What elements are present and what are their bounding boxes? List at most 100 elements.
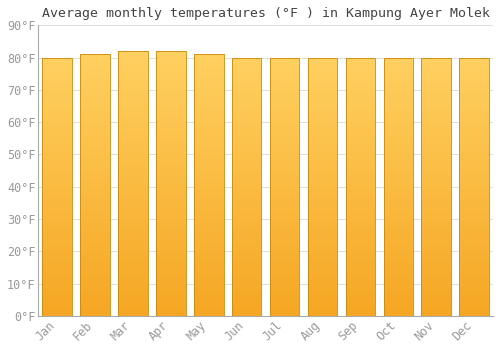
Bar bbox=[460, 184, 489, 187]
Bar bbox=[194, 175, 224, 177]
Bar bbox=[118, 268, 148, 271]
Bar bbox=[194, 70, 224, 73]
Bar bbox=[80, 274, 110, 277]
Bar bbox=[156, 181, 186, 183]
Bar bbox=[384, 197, 413, 200]
Bar bbox=[156, 110, 186, 112]
Bar bbox=[308, 163, 338, 166]
Bar bbox=[346, 285, 375, 288]
Bar bbox=[422, 225, 451, 228]
Bar bbox=[422, 254, 451, 257]
Bar bbox=[270, 280, 300, 282]
Bar bbox=[156, 313, 186, 316]
Bar bbox=[80, 230, 110, 232]
Bar bbox=[42, 86, 72, 89]
Bar bbox=[422, 114, 451, 117]
Bar bbox=[460, 78, 489, 81]
Bar bbox=[460, 311, 489, 313]
Bar bbox=[270, 135, 300, 138]
Bar bbox=[42, 122, 72, 125]
Bar bbox=[460, 148, 489, 150]
Bar bbox=[308, 153, 338, 156]
Bar bbox=[384, 275, 413, 277]
Bar bbox=[308, 303, 338, 306]
Bar bbox=[156, 88, 186, 91]
Bar bbox=[194, 125, 224, 128]
Bar bbox=[156, 247, 186, 250]
Bar bbox=[346, 171, 375, 174]
Bar bbox=[194, 188, 224, 190]
Bar bbox=[80, 261, 110, 264]
Bar bbox=[118, 226, 148, 229]
Bar bbox=[194, 193, 224, 196]
Bar bbox=[460, 83, 489, 86]
Bar bbox=[118, 160, 148, 162]
Bar bbox=[156, 160, 186, 162]
Bar bbox=[460, 257, 489, 259]
Bar bbox=[156, 176, 186, 178]
Bar bbox=[346, 148, 375, 150]
Bar bbox=[384, 163, 413, 166]
Bar bbox=[422, 146, 451, 148]
Bar bbox=[460, 300, 489, 303]
Bar bbox=[270, 205, 300, 208]
Bar bbox=[118, 244, 148, 247]
Bar bbox=[80, 282, 110, 285]
Bar bbox=[270, 161, 300, 163]
Bar bbox=[346, 212, 375, 215]
Bar bbox=[80, 224, 110, 227]
Bar bbox=[232, 73, 262, 76]
Bar bbox=[346, 293, 375, 295]
Bar bbox=[270, 259, 300, 262]
Bar bbox=[118, 287, 148, 289]
Bar bbox=[270, 156, 300, 158]
Bar bbox=[346, 143, 375, 146]
Bar bbox=[156, 220, 186, 223]
Bar bbox=[308, 58, 338, 316]
Bar bbox=[156, 268, 186, 271]
Bar bbox=[42, 223, 72, 225]
Bar bbox=[156, 223, 186, 226]
Bar bbox=[422, 251, 451, 254]
Bar bbox=[80, 214, 110, 217]
Bar bbox=[270, 257, 300, 259]
Bar bbox=[118, 218, 148, 220]
Bar bbox=[232, 244, 262, 246]
Bar bbox=[232, 277, 262, 280]
Bar bbox=[460, 120, 489, 122]
Bar bbox=[156, 141, 186, 144]
Bar bbox=[346, 86, 375, 89]
Bar bbox=[42, 58, 72, 60]
Bar bbox=[118, 112, 148, 115]
Bar bbox=[308, 60, 338, 63]
Bar bbox=[346, 153, 375, 156]
Bar bbox=[422, 89, 451, 91]
Bar bbox=[422, 179, 451, 182]
Bar bbox=[384, 233, 413, 236]
Bar bbox=[232, 171, 262, 174]
Bar bbox=[156, 274, 186, 276]
Bar bbox=[308, 225, 338, 228]
Bar bbox=[346, 122, 375, 125]
Bar bbox=[384, 161, 413, 163]
Bar bbox=[232, 182, 262, 184]
Bar bbox=[156, 168, 186, 170]
Bar bbox=[346, 76, 375, 78]
Bar bbox=[270, 225, 300, 228]
Bar bbox=[156, 173, 186, 176]
Bar bbox=[80, 91, 110, 93]
Bar bbox=[422, 218, 451, 220]
Bar bbox=[422, 236, 451, 238]
Bar bbox=[156, 112, 186, 115]
Bar bbox=[156, 244, 186, 247]
Bar bbox=[118, 199, 148, 202]
Bar bbox=[460, 220, 489, 223]
Bar bbox=[80, 164, 110, 167]
Bar bbox=[346, 133, 375, 135]
Bar bbox=[80, 60, 110, 62]
Bar bbox=[42, 225, 72, 228]
Bar bbox=[194, 277, 224, 279]
Bar bbox=[422, 282, 451, 285]
Bar bbox=[270, 143, 300, 146]
Bar bbox=[346, 244, 375, 246]
